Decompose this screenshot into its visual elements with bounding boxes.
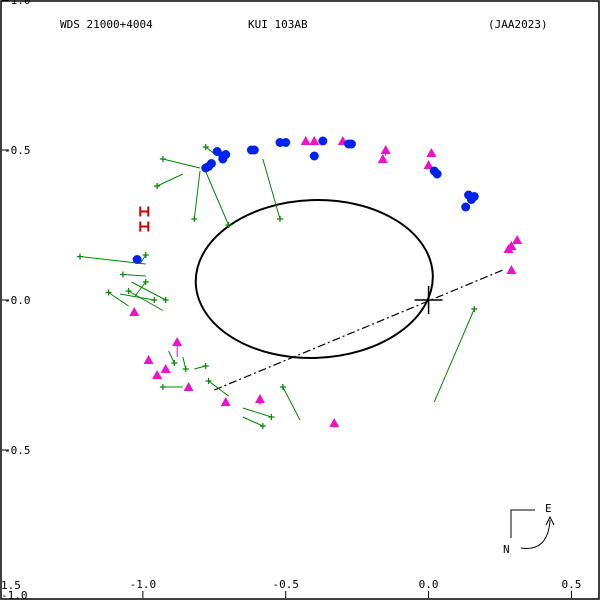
interferometric-point: [512, 235, 523, 244]
interferometric-point: [152, 370, 163, 379]
speckle-point: [221, 150, 231, 159]
visual-residual: [131, 281, 166, 301]
visual-point: [225, 222, 232, 228]
visual-point: [191, 216, 198, 222]
visual-residual: [242, 407, 272, 418]
interferometric-point: [426, 148, 437, 157]
visual-residual: [162, 158, 201, 169]
orientation-indicator: E N: [503, 502, 555, 556]
interferometric-point: [506, 265, 517, 274]
x-range-label: 1.5: [1, 579, 21, 592]
speckle-point: [466, 195, 476, 204]
interferometric-point: [506, 241, 517, 250]
arrow-head-icon: [545, 515, 555, 526]
visual-residual: [208, 380, 229, 397]
y-tick-label: -0.0: [4, 294, 31, 307]
visual-point: [259, 423, 266, 429]
visual-residual: [282, 386, 301, 421]
interferometric-point: [255, 394, 265, 403]
y-range-label: -1.0: [1, 589, 28, 600]
visual-point: [77, 253, 83, 260]
x-tick-label: 0.5: [561, 578, 581, 591]
visual-residual: [156, 173, 184, 187]
interferometric-point: [300, 136, 311, 145]
visual-residual: [119, 293, 155, 301]
hipparcos-point: [139, 206, 150, 217]
x-tick-label: 0.0: [419, 578, 439, 591]
x-tick-label: -0.5: [272, 578, 299, 591]
speckle-point: [432, 169, 442, 179]
visual-residual: [193, 170, 201, 220]
visual-point: [151, 297, 158, 303]
visual-residual: [202, 164, 230, 226]
hipparcos-point: [139, 221, 150, 232]
interferometric-point: [329, 418, 340, 427]
speckle-point: [201, 163, 211, 173]
interferometric-point: [309, 136, 320, 145]
north-label: N: [503, 543, 510, 556]
interferometric-point: [377, 154, 388, 163]
visual-point: [205, 378, 212, 384]
speckle-point: [309, 151, 319, 161]
visual-point: [125, 288, 132, 294]
speckle-point: [281, 138, 291, 147]
interferometric-point: [143, 355, 154, 364]
y-tick-label: -1.0: [4, 0, 31, 7]
visual-point: [279, 384, 286, 390]
interferometric-point: [172, 337, 183, 346]
east-label: E: [545, 502, 552, 515]
header-pair-name: KUI 103AB: [248, 18, 308, 31]
speckle-point: [346, 139, 356, 149]
visual-residual: [433, 308, 475, 403]
interferometric-point: [423, 160, 434, 169]
visual-point: [142, 279, 149, 285]
data-marks: [77, 136, 523, 429]
speckle-point: [461, 202, 471, 212]
visual-residual: [122, 274, 146, 277]
visual-point: [159, 384, 166, 390]
visual-residual: [168, 350, 175, 364]
speckle-point: [249, 145, 259, 155]
y-tick-label: -0.5: [4, 144, 31, 157]
visual-point: [105, 289, 112, 296]
visual-residual: [139, 254, 147, 265]
visual-residual: [133, 281, 147, 298]
orientation-axes: [510, 509, 535, 538]
visual-point: [154, 183, 161, 189]
visual-point: [162, 297, 169, 303]
visual-point: [159, 156, 166, 162]
interferometric-point: [160, 364, 171, 373]
visual-point: [202, 144, 209, 150]
header-reference: (JAA2023): [488, 18, 548, 31]
visual-point: [182, 366, 189, 372]
speckle-point: [318, 136, 328, 146]
visual-residual: [242, 416, 264, 427]
rotation-arrow-icon: [520, 519, 551, 549]
visual-point: [277, 216, 283, 222]
speckle-point: [132, 255, 142, 264]
orbit-layer: [194, 199, 504, 391]
visual-point: [268, 414, 275, 420]
x-tick-label: -1.0: [130, 578, 157, 591]
visual-point: [142, 252, 149, 258]
visual-residual: [128, 290, 164, 311]
line-of-nodes: [214, 269, 504, 391]
interferometric-point: [129, 307, 140, 316]
y-tick-label: -0.5: [4, 444, 31, 457]
visual-point: [202, 363, 209, 369]
visual-residual: [108, 292, 129, 307]
visual-point: [119, 271, 126, 278]
interferometric-point: [183, 382, 194, 391]
visual-point: [471, 306, 478, 312]
header-wds-id: WDS 21000+4004: [60, 18, 153, 31]
interferometric-point: [380, 145, 391, 154]
interferometric-point: [220, 397, 231, 406]
visual-residual: [262, 158, 281, 220]
axes: -1.0 -0.5 0.0 0.5-1.0-0.5-0.0-0.51.5-1.0: [1, 0, 581, 600]
orbit-ellipse: [194, 199, 434, 359]
visual-point: [171, 360, 178, 366]
